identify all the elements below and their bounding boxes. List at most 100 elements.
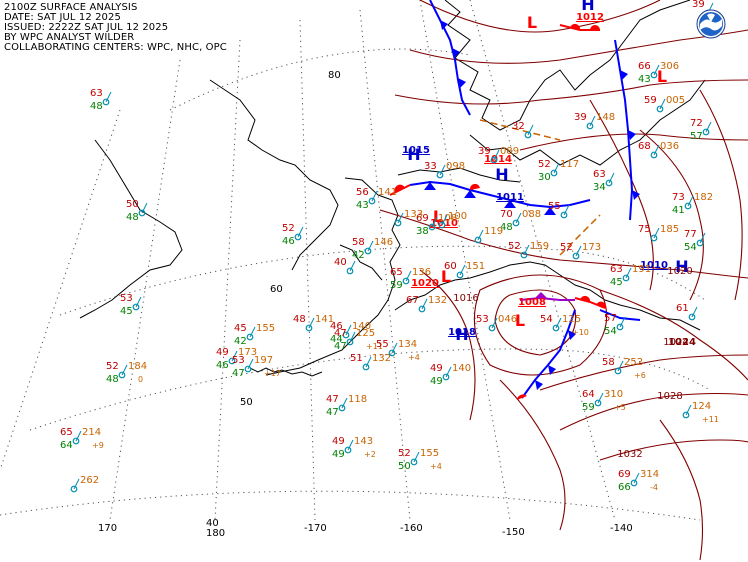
longitude-label: 170 [98, 523, 117, 534]
station-temperature: 67 [406, 295, 419, 306]
longitude-label: -170 [304, 523, 327, 534]
coastlines [79, 0, 706, 377]
station-temperature: 49 [216, 347, 229, 358]
pressure-center-value: 1020 [411, 278, 439, 289]
station-temperature: 70 [500, 209, 513, 220]
station-pressure: 140 [352, 321, 371, 332]
station-temperature: 33 [424, 161, 437, 172]
isobar-east-c [699, 89, 743, 301]
station-temperature: 48 [293, 314, 306, 325]
wind-barb-icon [705, 121, 712, 133]
wind-barb-icon [653, 144, 660, 156]
low-pressure-center: L [657, 67, 667, 86]
station-temperature: 63 [90, 88, 103, 99]
station-temperature: 65 [390, 267, 403, 278]
wind-barb-icon [619, 316, 626, 328]
station-circle-icon [305, 324, 313, 332]
station-circle-icon [70, 485, 78, 493]
aleutian-chain [249, 367, 323, 377]
station-dewpoint: 38 [416, 226, 429, 237]
station-temperature: 53 [476, 314, 489, 325]
station-circle-icon [594, 399, 602, 407]
wind-barb-icon [413, 451, 420, 463]
station-pressure: 100 [448, 211, 467, 222]
station-dewpoint: 48 [106, 374, 119, 385]
station-plot: 40 [334, 257, 356, 275]
station-circle-icon [436, 171, 444, 179]
station-temperature: 65 [60, 427, 73, 438]
station-plot: 45 42 155 [234, 323, 275, 347]
station-temperature: 39 [478, 146, 491, 157]
station-pressure: 143 [354, 436, 373, 447]
cold-front-north-slope [409, 180, 591, 209]
station-pressure-tendency: +11 [702, 415, 719, 424]
station-dewpoint: 42 [352, 250, 365, 261]
wind-barb-icon [365, 356, 372, 368]
station-pressure: 141 [378, 187, 397, 198]
station-temperature: 64 [582, 389, 595, 400]
station-circle-icon [696, 239, 704, 247]
station-circle-icon [520, 251, 528, 259]
wind-barb-icon [231, 350, 238, 362]
station-circle-icon [456, 271, 464, 279]
station-circle-icon [394, 219, 402, 227]
station-pressure: 134 [398, 339, 417, 350]
station-circle-icon [650, 234, 658, 242]
wind-barb-icon [421, 298, 428, 310]
station-circle-icon [572, 252, 580, 260]
occluded-front-symbols [535, 292, 547, 298]
station-plot: 100 [438, 211, 467, 229]
station-circle-icon [402, 277, 410, 285]
station-plot: 53 47 197 +17 [232, 355, 281, 379]
station-dewpoint: 49 [430, 376, 443, 387]
siberia-coast [209, 79, 339, 271]
wind-barb-icon [345, 324, 352, 336]
station-plot: 73 41 182 [672, 192, 713, 216]
isobar-value-label: 1016 [453, 293, 478, 304]
high-pressure-center: H [675, 257, 688, 276]
station-plot: 66 43 306 [638, 61, 679, 85]
station-dewpoint: 54 [604, 326, 617, 337]
latitude-circle-40 [0, 490, 701, 521]
station-circle-icon [650, 151, 658, 159]
station-pressure: 252 [624, 357, 643, 368]
station-dewpoint: 47 [232, 368, 245, 379]
station-pressure: 146 [374, 237, 393, 248]
cold-front-arctic-triangles [440, 20, 466, 88]
station-pressure: 098 [446, 161, 465, 172]
station-plot: 54 125 +10 [540, 314, 589, 337]
isobar-1024-east [539, 354, 748, 391]
station-temperature: 39 [692, 0, 705, 10]
station-circle-icon [560, 211, 568, 219]
station-plot: 48 141 [293, 314, 334, 332]
station-temperature: 54 [540, 314, 553, 325]
wind-barb-icon [691, 306, 698, 318]
station-circle-icon [246, 333, 254, 341]
trough-gulf [559, 214, 601, 256]
station-circle-icon [702, 128, 710, 136]
pressure-center-value: 1010 [640, 260, 668, 271]
wind-barb-icon [249, 326, 256, 338]
station-plot: 64 59 310 +5 [582, 389, 626, 413]
station-circle-icon [614, 367, 622, 375]
wind-barb-icon [439, 164, 446, 176]
cold-front-gulf [521, 309, 576, 399]
station-plot: 51 132 [350, 353, 391, 371]
isobar-1008-low-ring [494, 289, 577, 356]
troughs [479, 119, 601, 256]
canada-north-coast [469, 79, 706, 166]
station-temperature: 63 [593, 169, 606, 180]
header-block: 2100Z SURFACE ANALYSIS DATE: SAT JUL 12 … [4, 3, 227, 53]
wind-barb-icon [349, 331, 356, 343]
latitude-circle-80 [169, 48, 471, 111]
wind-barb-icon [553, 162, 560, 174]
cold-fronts [409, 0, 641, 399]
station-pressure: 132 [428, 295, 447, 306]
station-plot: 65 64 214 +9 [60, 427, 104, 451]
station-plot: 39 089 [478, 146, 519, 164]
station-circle-icon [682, 411, 690, 419]
